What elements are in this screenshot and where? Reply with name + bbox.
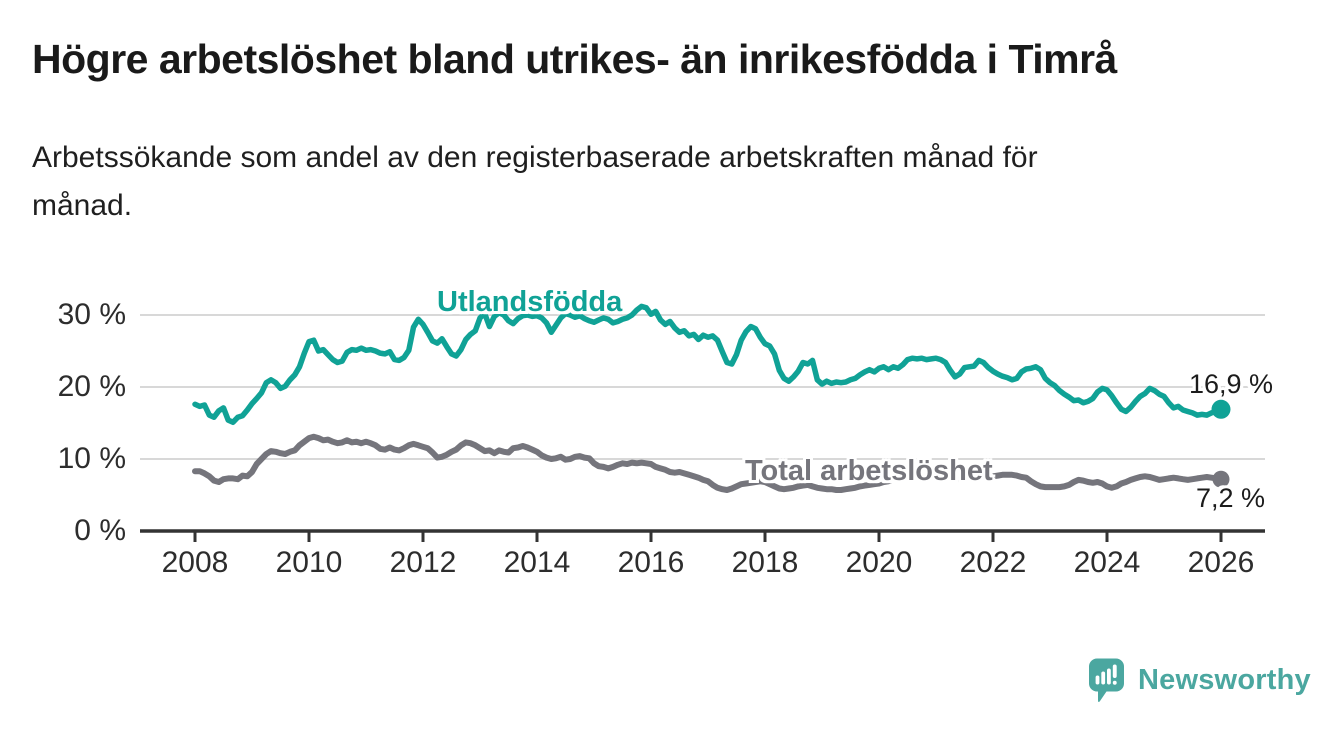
- x-axis-tick-label: 2018: [731, 546, 799, 579]
- exclamation-dot: [1112, 680, 1117, 685]
- end-value-label-utlandsfodda: 16,9 %: [1189, 369, 1274, 399]
- bar-3: [1107, 668, 1111, 685]
- chart-subtitle: Arbetssökande som andel av den registerb…: [32, 141, 1038, 222]
- x-axis-tick-label: 2020: [845, 546, 913, 579]
- x-axis-tick-label: 2016: [617, 546, 685, 579]
- end-value-label-total-arbetsloshet: 7,2 %: [1196, 483, 1266, 513]
- newsworthy-logo-text: Newsworthy: [1138, 664, 1311, 696]
- y-axis-tick-label: 0 %: [74, 514, 126, 547]
- x-axis-tick-label: 2014: [503, 546, 571, 579]
- x-axis-tick-label: 2010: [275, 546, 343, 579]
- newsworthy-logo: Newsworthy: [1088, 658, 1311, 703]
- series-label-utlandsfodda: Utlandsfödda: [437, 286, 623, 318]
- bar-2: [1101, 671, 1106, 685]
- series-line-utlandsfodda: [192, 303, 1224, 426]
- bar-1: [1095, 675, 1100, 685]
- x-axis-tick-label: 2022: [959, 546, 1027, 579]
- series-end-dot-utlandsfodda: [1211, 399, 1231, 419]
- series-line-total-arbetsloshet: [192, 433, 1224, 493]
- x-axis-tick-label: 2026: [1187, 546, 1255, 579]
- x-axis-tick-label: 2024: [1073, 546, 1141, 579]
- newsworthy-logo-icon: [1089, 658, 1124, 703]
- speech-bubble-shape: [1089, 658, 1124, 703]
- exclamation-bar: [1112, 664, 1117, 678]
- y-axis-tick-label: 20 %: [57, 370, 126, 403]
- y-axis-tick-label: 10 %: [57, 442, 126, 475]
- x-axis-tick-label: 2008: [161, 546, 229, 579]
- x-axis-tick-label: 2012: [389, 546, 457, 579]
- chart-title: Högre arbetslöshet bland utrikes- än inr…: [32, 36, 1117, 82]
- series-end-dot-total-arbetsloshet: [1212, 470, 1230, 488]
- y-axis-tick-label: 30 %: [57, 298, 126, 331]
- series-label-total-arbetsloshet: Total arbetslöshet: [745, 455, 993, 487]
